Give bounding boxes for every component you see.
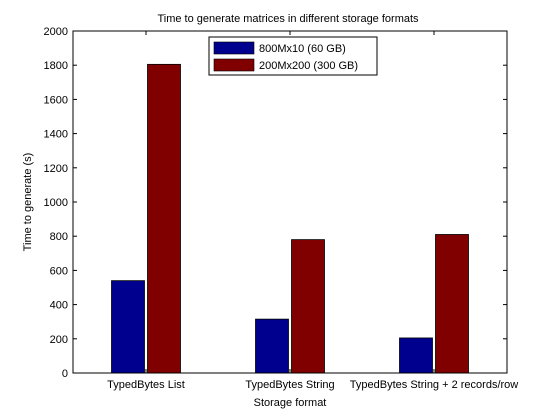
bars-layer [111,63,469,374]
bar-s0-c1 [255,318,289,374]
plot-frame [72,30,508,374]
y-tick-label-1: 200 [50,334,68,346]
y-tick-label-9: 1800 [44,60,68,72]
bar-s1-c0 [147,63,181,374]
y-ticks: 0 200 400 600 800 1000 1200 1400 1600 1800 2000 [44,26,507,380]
chart-title: Time to generate matrices in different s… [157,13,419,25]
legend-label-0: 800Mx10 (60 GB) [259,43,346,55]
legend-label-1: 200Mx200 (300 GB) [259,60,358,72]
bar-s0-c0 [111,280,145,374]
legend-swatch-0 [213,41,255,55]
legend-swatch-1 [213,58,255,72]
y-tick-label-0: 0 [62,368,68,380]
bar-s1-c1 [291,239,325,374]
y-axis-label: Time to generate (s) [22,153,34,252]
y-tick-label-4: 800 [50,231,68,243]
bar-s1-c2 [435,234,469,374]
y-tick-label-2: 400 [50,300,68,312]
y-tick-label-8: 1600 [44,94,68,106]
x-tick-label-1: TypedBytes String [245,379,334,391]
y-tick-label-7: 1400 [44,129,68,141]
x-tick-labels: TypedBytes List TypedBytes String TypedB… [107,379,518,391]
x-tick-label-0: TypedBytes List [107,379,185,391]
y-tick-label-10: 2000 [44,26,68,38]
y-tick-label-5: 1000 [44,197,68,209]
y-tick-label-3: 600 [50,265,68,277]
x-axis-label: Storage format [254,397,327,409]
x-ticks [145,31,435,373]
y-tick-label-6: 1200 [44,163,68,175]
bar-s0-c2 [399,337,433,374]
x-tick-label-2: TypedBytes String + 2 records/row [350,379,518,391]
legend: 800Mx10 (60 GB) 200Mx200 (300 GB) [208,36,378,76]
